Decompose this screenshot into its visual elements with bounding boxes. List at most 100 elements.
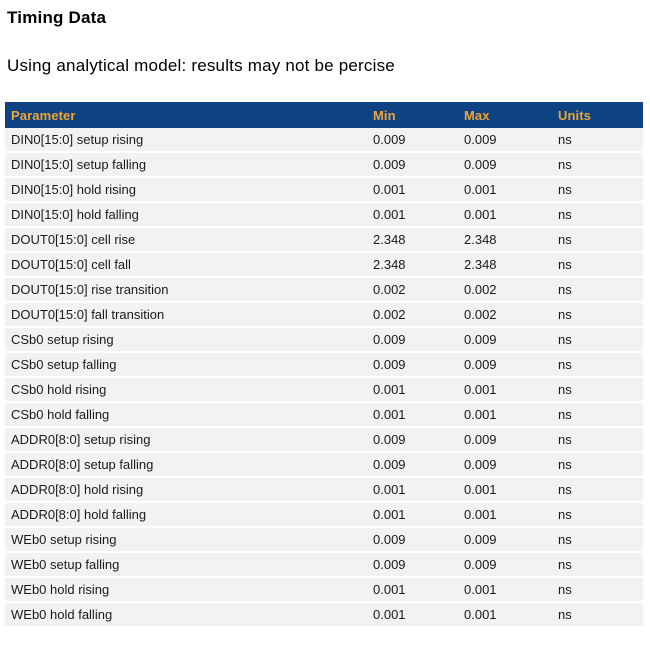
table-row: WEb0 hold rising 0.001 0.001 ns xyxy=(5,578,643,603)
table-row: CSb0 hold falling 0.001 0.001 ns xyxy=(5,403,643,428)
min-cell: 2.348 xyxy=(367,253,458,278)
units-cell: ns xyxy=(552,203,643,228)
max-cell: 0.009 xyxy=(458,528,552,553)
units-cell: ns xyxy=(552,528,643,553)
min-cell: 2.348 xyxy=(367,228,458,253)
table-row: CSb0 setup falling 0.009 0.009 ns xyxy=(5,353,643,378)
units-cell: ns xyxy=(552,153,643,178)
max-cell: 0.002 xyxy=(458,303,552,328)
table-header-row: Parameter Min Max Units xyxy=(5,102,643,128)
table-row: ADDR0[8:0] setup falling 0.009 0.009 ns xyxy=(5,453,643,478)
parameter-cell: DOUT0[15:0] cell fall xyxy=(5,253,367,278)
min-cell: 0.001 xyxy=(367,378,458,403)
parameter-cell: WEb0 setup rising xyxy=(5,528,367,553)
max-cell: 2.348 xyxy=(458,253,552,278)
max-cell: 2.348 xyxy=(458,228,552,253)
max-cell: 0.009 xyxy=(458,553,552,578)
parameter-cell: DOUT0[15:0] rise transition xyxy=(5,278,367,303)
min-cell: 0.009 xyxy=(367,153,458,178)
table-row: WEb0 setup falling 0.009 0.009 ns xyxy=(5,553,643,578)
max-cell: 0.001 xyxy=(458,578,552,603)
parameter-cell: WEb0 hold rising xyxy=(5,578,367,603)
min-cell: 0.001 xyxy=(367,478,458,503)
parameter-cell: DOUT0[15:0] fall transition xyxy=(5,303,367,328)
min-cell: 0.001 xyxy=(367,503,458,528)
units-cell: ns xyxy=(552,453,643,478)
table-row: DOUT0[15:0] rise transition 0.002 0.002 … xyxy=(5,278,643,303)
min-cell: 0.001 xyxy=(367,203,458,228)
units-cell: ns xyxy=(552,278,643,303)
timing-table: Parameter Min Max Units DIN0[15:0] setup… xyxy=(5,102,643,628)
units-cell: ns xyxy=(552,428,643,453)
table-row: DIN0[15:0] setup falling 0.009 0.009 ns xyxy=(5,153,643,178)
table-row: CSb0 hold rising 0.001 0.001 ns xyxy=(5,378,643,403)
min-cell: 0.009 xyxy=(367,453,458,478)
timing-report-page: Timing Data Using analytical model: resu… xyxy=(5,8,643,628)
parameter-cell: CSb0 hold falling xyxy=(5,403,367,428)
max-cell: 0.001 xyxy=(458,403,552,428)
min-cell: 0.001 xyxy=(367,578,458,603)
max-cell: 0.002 xyxy=(458,278,552,303)
units-cell: ns xyxy=(552,478,643,503)
max-cell: 0.009 xyxy=(458,328,552,353)
parameter-cell: ADDR0[8:0] hold falling xyxy=(5,503,367,528)
max-cell: 0.001 xyxy=(458,603,552,628)
table-row: WEb0 hold falling 0.001 0.001 ns xyxy=(5,603,643,628)
parameter-cell: CSb0 setup rising xyxy=(5,328,367,353)
parameter-cell: CSb0 setup falling xyxy=(5,353,367,378)
units-cell: ns xyxy=(552,553,643,578)
table-row: CSb0 setup rising 0.009 0.009 ns xyxy=(5,328,643,353)
max-cell: 0.009 xyxy=(458,428,552,453)
table-body: DIN0[15:0] setup rising 0.009 0.009 ns D… xyxy=(5,128,643,628)
page-title: Timing Data xyxy=(7,8,107,27)
parameter-cell: WEb0 hold falling xyxy=(5,603,367,628)
table-row: WEb0 setup rising 0.009 0.009 ns xyxy=(5,528,643,553)
units-cell: ns xyxy=(552,503,643,528)
parameter-cell: ADDR0[8:0] hold rising xyxy=(5,478,367,503)
max-cell: 0.009 xyxy=(458,353,552,378)
units-cell: ns xyxy=(552,303,643,328)
column-header-max: Max xyxy=(458,102,552,128)
min-cell: 0.009 xyxy=(367,353,458,378)
table-header: Parameter Min Max Units xyxy=(5,102,643,128)
min-cell: 0.002 xyxy=(367,278,458,303)
table-row: DOUT0[15:0] fall transition 0.002 0.002 … xyxy=(5,303,643,328)
parameter-cell: WEb0 setup falling xyxy=(5,553,367,578)
min-cell: 0.001 xyxy=(367,403,458,428)
max-cell: 0.009 xyxy=(458,153,552,178)
max-cell: 0.001 xyxy=(458,178,552,203)
min-cell: 0.009 xyxy=(367,328,458,353)
column-header-units: Units xyxy=(552,102,643,128)
min-cell: 0.009 xyxy=(367,553,458,578)
units-cell: ns xyxy=(552,128,643,153)
units-cell: ns xyxy=(552,603,643,628)
column-header-parameter: Parameter xyxy=(5,102,367,128)
parameter-cell: DIN0[15:0] setup falling xyxy=(5,153,367,178)
parameter-cell: DIN0[15:0] hold falling xyxy=(5,203,367,228)
max-cell: 0.001 xyxy=(458,378,552,403)
table-row: ADDR0[8:0] hold falling 0.001 0.001 ns xyxy=(5,503,643,528)
units-cell: ns xyxy=(552,328,643,353)
min-cell: 0.001 xyxy=(367,603,458,628)
units-cell: ns xyxy=(552,378,643,403)
table-row: DIN0[15:0] hold rising 0.001 0.001 ns xyxy=(5,178,643,203)
max-cell: 0.001 xyxy=(458,203,552,228)
min-cell: 0.002 xyxy=(367,303,458,328)
min-cell: 0.001 xyxy=(367,178,458,203)
min-cell: 0.009 xyxy=(367,528,458,553)
units-cell: ns xyxy=(552,178,643,203)
units-cell: ns xyxy=(552,228,643,253)
max-cell: 0.001 xyxy=(458,503,552,528)
table-row: ADDR0[8:0] setup rising 0.009 0.009 ns xyxy=(5,428,643,453)
table-row: DOUT0[15:0] cell rise 2.348 2.348 ns xyxy=(5,228,643,253)
table-row: ADDR0[8:0] hold rising 0.001 0.001 ns xyxy=(5,478,643,503)
parameter-cell: CSb0 hold rising xyxy=(5,378,367,403)
table-row: DIN0[15:0] hold falling 0.001 0.001 ns xyxy=(5,203,643,228)
column-header-min: Min xyxy=(367,102,458,128)
parameter-cell: ADDR0[8:0] setup rising xyxy=(5,428,367,453)
units-cell: ns xyxy=(552,253,643,278)
units-cell: ns xyxy=(552,353,643,378)
parameter-cell: DIN0[15:0] setup rising xyxy=(5,128,367,153)
max-cell: 0.001 xyxy=(458,478,552,503)
table-row: DOUT0[15:0] cell fall 2.348 2.348 ns xyxy=(5,253,643,278)
